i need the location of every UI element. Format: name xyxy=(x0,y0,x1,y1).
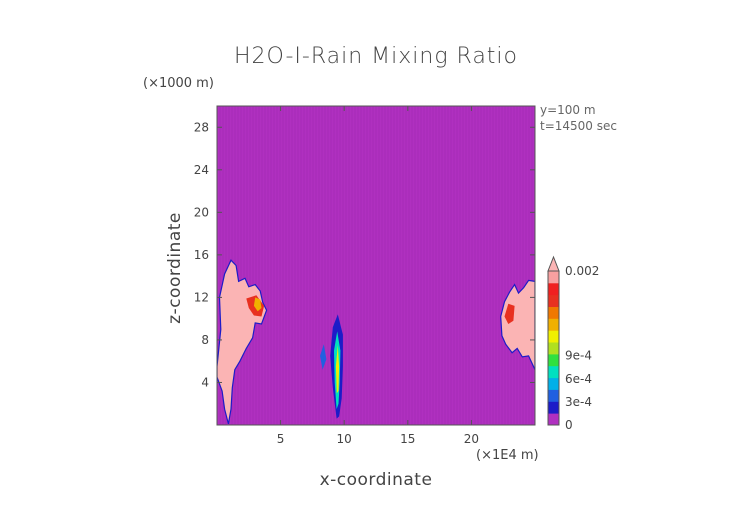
chart-title: H2O-I-Rain Mixing Ratio xyxy=(233,44,518,69)
y-axis-unit: (×1000 m) xyxy=(143,76,214,91)
colorbar-label-0: 0.002 xyxy=(565,264,599,278)
x-tick-label-1: 10 xyxy=(337,432,352,446)
colorbar-label-3: 3e-4 xyxy=(565,395,592,409)
heatmap-field xyxy=(217,106,535,425)
center-cloud-side xyxy=(320,344,327,370)
colorbar-swatch-11 xyxy=(548,282,559,296)
colorbar-frame xyxy=(547,270,560,426)
center-cloud-core xyxy=(335,345,340,394)
y-tick-label-5: 24 xyxy=(194,163,209,177)
x-tick-label-0: 5 xyxy=(277,432,285,446)
colorbar-swatch-3 xyxy=(548,377,559,390)
colorbar-swatch-9 xyxy=(548,306,559,319)
annotation-time: t=14500 sec xyxy=(540,119,617,133)
y-tick-label-2: 12 xyxy=(194,290,209,304)
y-tick-label-6: 28 xyxy=(194,120,209,134)
colorbar-swatch-12 xyxy=(548,271,559,284)
left-cloud-inner xyxy=(253,297,262,312)
plot-frame xyxy=(216,105,536,426)
right-cloud-peak xyxy=(504,303,515,324)
y-tick-label-1: 8 xyxy=(201,333,209,347)
colorbar-swatch-7 xyxy=(548,330,559,343)
colorbar-swatch-5 xyxy=(548,353,559,367)
colorbar-swatch-8 xyxy=(548,318,559,331)
colorbar-swatch-0 xyxy=(548,413,559,426)
x-axis-title: x-coordinate xyxy=(319,470,433,490)
y-tick-label-0: 4 xyxy=(201,375,209,389)
x-tick-label-2: 15 xyxy=(400,432,415,446)
colorbar-swatch-10 xyxy=(548,294,559,307)
x-axis-unit: (×1E4 m) xyxy=(476,448,539,463)
colorbar-label-1: 9e-4 xyxy=(565,349,592,363)
colorbar-label-2: 6e-4 xyxy=(565,372,592,386)
colorbar-swatch-2 xyxy=(548,389,559,402)
y-tick-label-3: 16 xyxy=(194,248,209,262)
right-cloud-core xyxy=(500,279,535,370)
annotation-y-position: y=100 m xyxy=(540,103,596,117)
x-tick-label-3: 20 xyxy=(464,432,479,446)
colorbar-max-arrow xyxy=(547,255,560,272)
colorbar-swatch-1 xyxy=(548,401,559,414)
colorbar-swatch-4 xyxy=(548,365,559,379)
colorbar-swatch-6 xyxy=(548,342,559,355)
colorbar-label-4: 0 xyxy=(565,418,573,432)
y-tick-label-4: 20 xyxy=(194,205,209,219)
